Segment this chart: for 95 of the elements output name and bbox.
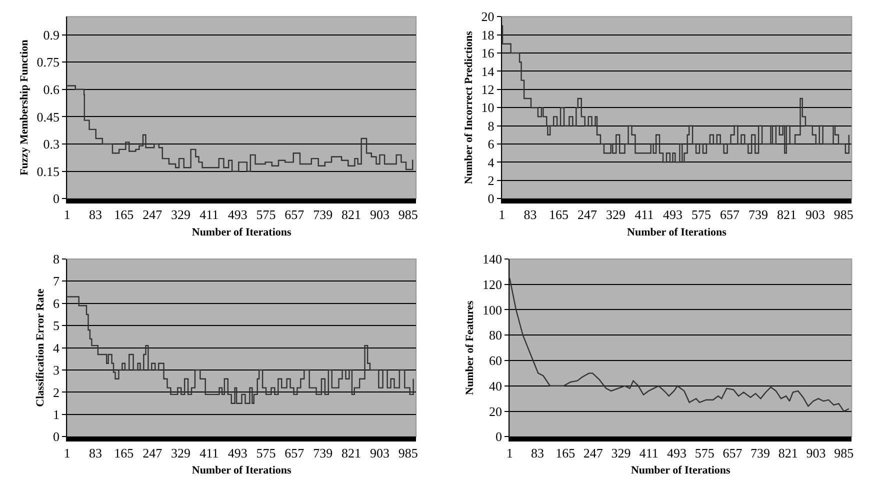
y-tick-label: 6 [52, 296, 60, 311]
y-tick-label: 12 [481, 82, 494, 97]
x-tick-label: 493 [228, 207, 248, 222]
x-axis-title: Number of Iterations [192, 464, 292, 476]
x-tick-label: 821 [342, 445, 362, 460]
x-tick-label: 739 [750, 445, 770, 460]
x-tick-label: 83 [89, 207, 102, 222]
y-tick-label: 7 [52, 274, 60, 289]
x-tick-label: 1 [64, 207, 70, 222]
x-tick-label: 1 [64, 445, 70, 460]
x-tick-label: 83 [524, 207, 537, 222]
x-tick-label: 165 [556, 445, 576, 460]
y-tick-label: 16 [481, 46, 495, 61]
y-tick-label: 8 [488, 118, 494, 134]
x-tick-label: 1 [506, 445, 513, 460]
y-tick-label: 120 [482, 276, 502, 292]
x-axis-title: Number of Iterations [192, 226, 292, 238]
x-tick-label: 247 [142, 445, 163, 460]
y-tick-label: 0.45 [36, 109, 60, 124]
x-tick-label: 411 [634, 207, 654, 222]
y-axis-title: Number of Incorrect Predictions [462, 30, 475, 184]
x-tick-label: 247 [578, 207, 598, 222]
y-tick-label: 6 [488, 136, 495, 152]
x-tick-label: 985 [398, 445, 418, 460]
y-tick-label: 0.15 [36, 164, 60, 179]
x-tick-label: 903 [806, 445, 826, 460]
x-tick-label: 739 [748, 207, 768, 222]
line-series [510, 277, 850, 412]
x-tick-label: 903 [805, 207, 825, 222]
x-axis-title: Number of Iterations [627, 226, 728, 238]
x-tick-label: 411 [639, 445, 658, 460]
x-tick-label: 739 [313, 207, 333, 222]
x-tick-label: 903 [370, 445, 390, 460]
y-tick-label: 2 [52, 384, 60, 400]
x-tick-label: 575 [691, 207, 711, 222]
x-tick-label: 575 [256, 445, 276, 460]
y-tick-label: 18 [481, 27, 494, 42]
y-tick-label: 3 [52, 362, 60, 378]
y-tick-label: 0 [52, 429, 60, 444]
y-tick-label: 0.3 [43, 136, 60, 152]
x-tick-label: 165 [114, 445, 134, 460]
x-tick-label: 739 [313, 445, 333, 460]
x-tick-label: 165 [549, 207, 569, 222]
y-tick-label: 8 [52, 252, 60, 267]
x-tick-label: 83 [89, 445, 102, 460]
x-tick-label: 411 [200, 207, 219, 222]
x-tick-label: 411 [200, 445, 219, 460]
x-tick-label: 903 [370, 207, 390, 222]
x-tick-label: 493 [666, 445, 686, 460]
x-tick-label: 985 [398, 207, 418, 222]
y-tick-label: 60 [489, 353, 502, 368]
x-tick-label: 329 [611, 445, 631, 460]
y-tick-label: 0 [52, 191, 60, 206]
x-tick-label: 575 [256, 207, 276, 222]
y-tick-label: 1 [52, 407, 60, 422]
x-tick-label: 657 [722, 445, 743, 460]
y-tick-label: 0.75 [36, 54, 60, 70]
y-tick-label: 40 [489, 378, 502, 394]
y-tick-label: 5 [52, 318, 60, 334]
x-tick-label: 247 [142, 207, 163, 222]
x-tick-label: 985 [834, 207, 854, 222]
x-tick-label: 329 [171, 207, 191, 222]
x-tick-label: 329 [171, 445, 191, 460]
x-tick-label: 985 [834, 445, 854, 460]
x-tick-label: 657 [284, 445, 305, 460]
x-tick-label: 83 [530, 445, 544, 460]
x-tick-label: 247 [583, 445, 604, 460]
y-tick-label: 100 [482, 302, 502, 318]
x-tick-label: 657 [720, 207, 740, 222]
x-axis-title: Number of Iterations [630, 464, 732, 476]
y-tick-label: 20 [489, 404, 502, 419]
x-tick-label: 493 [663, 207, 683, 222]
y-tick-label: 2 [488, 172, 494, 188]
y-tick-label: 0 [496, 429, 502, 444]
y-tick-label: 80 [489, 328, 502, 343]
y-tick-label: 4 [52, 340, 60, 356]
y-tick-label: 4 [488, 154, 495, 170]
x-tick-label: 329 [606, 207, 626, 222]
x-tick-label: 493 [228, 445, 248, 460]
y-tick-label: 140 [482, 252, 502, 267]
x-tick-label: 575 [694, 445, 714, 460]
x-tick-label: 821 [342, 207, 362, 222]
y-tick-label: 10 [481, 100, 494, 116]
x-tick-label: 821 [778, 445, 798, 460]
y-tick-label: 0.9 [43, 27, 60, 42]
y-axis-title: Fuzzy Membership Function [18, 40, 30, 176]
y-tick-label: 0 [488, 191, 494, 206]
y-axis-title: Number of Features [464, 300, 476, 395]
x-tick-label: 657 [284, 207, 305, 222]
x-tick-label: 821 [776, 207, 796, 222]
y-tick-label: 14 [481, 64, 495, 79]
y-axis-title: Classification Error Rate [34, 288, 47, 407]
y-tick-label: 20 [481, 9, 494, 24]
x-tick-label: 165 [114, 207, 134, 222]
y-tick-label: 0.6 [43, 82, 60, 97]
